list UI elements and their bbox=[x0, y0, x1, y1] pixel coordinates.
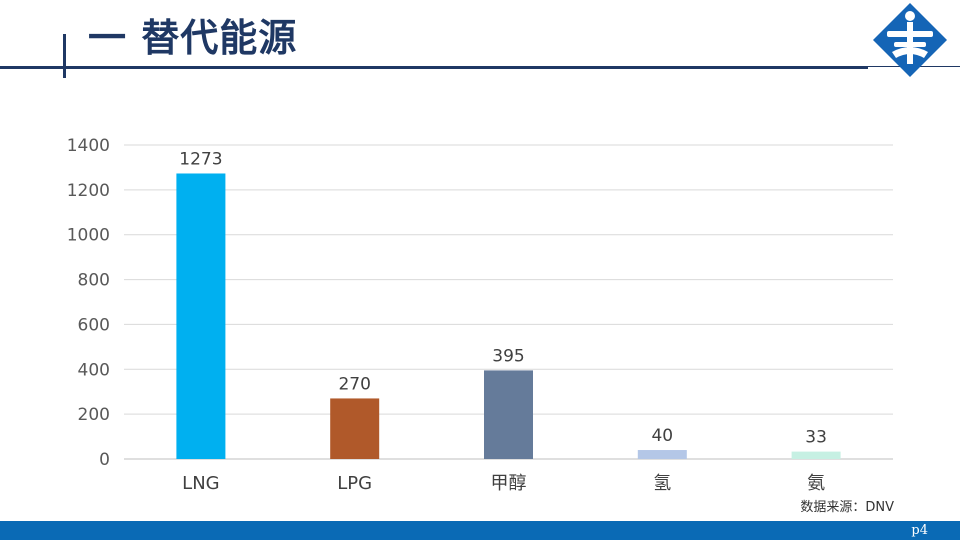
data-label: 270 bbox=[338, 374, 370, 394]
y-tick-label: 1200 bbox=[67, 181, 110, 201]
data-source-note: 数据来源：DNV bbox=[800, 500, 894, 515]
x-axis: LNG LPG 甲醇 氢 氨 bbox=[182, 473, 825, 494]
data-label: 1273 bbox=[179, 149, 222, 169]
title-divider bbox=[0, 66, 868, 69]
y-tick-label: 800 bbox=[78, 271, 110, 291]
bar-4 bbox=[791, 451, 841, 459]
footer-bar bbox=[0, 521, 960, 540]
bar-chart: 0 200 400 600 800 1000 1200 1400 1273 270 395 40 33… bbox=[67, 136, 893, 494]
page-number: p4 bbox=[911, 523, 928, 538]
chart-gridlines bbox=[124, 144, 893, 460]
y-tick-label: 1400 bbox=[67, 136, 110, 156]
x-tick-label: 氨 bbox=[807, 473, 825, 494]
title-accent-tick bbox=[63, 34, 66, 78]
y-tick-label: 1000 bbox=[67, 226, 110, 246]
bar-2 bbox=[484, 370, 533, 459]
data-label: 33 bbox=[805, 428, 827, 448]
x-tick-label: 甲醇 bbox=[491, 473, 527, 494]
page-title: 一 替代能源 bbox=[88, 16, 298, 60]
y-tick-label: 400 bbox=[78, 360, 110, 380]
organization-emblem-icon bbox=[873, 3, 947, 77]
x-tick-label: 氢 bbox=[653, 473, 671, 494]
data-label: 395 bbox=[492, 346, 524, 366]
bar-0 bbox=[176, 173, 226, 459]
x-tick-label: LPG bbox=[337, 473, 372, 494]
data-label: 40 bbox=[651, 426, 673, 446]
chart-bars bbox=[176, 173, 841, 459]
bar-3 bbox=[637, 450, 687, 459]
x-tick-label: LNG bbox=[182, 473, 219, 494]
bar-1 bbox=[330, 398, 380, 459]
y-tick-label: 600 bbox=[78, 315, 110, 335]
y-tick-label: 200 bbox=[78, 405, 110, 425]
chart-data-labels: 1273 270 395 40 33 bbox=[179, 149, 827, 447]
y-tick-label: 0 bbox=[99, 450, 110, 470]
y-axis: 0 200 400 600 800 1000 1200 1400 bbox=[67, 136, 110, 470]
